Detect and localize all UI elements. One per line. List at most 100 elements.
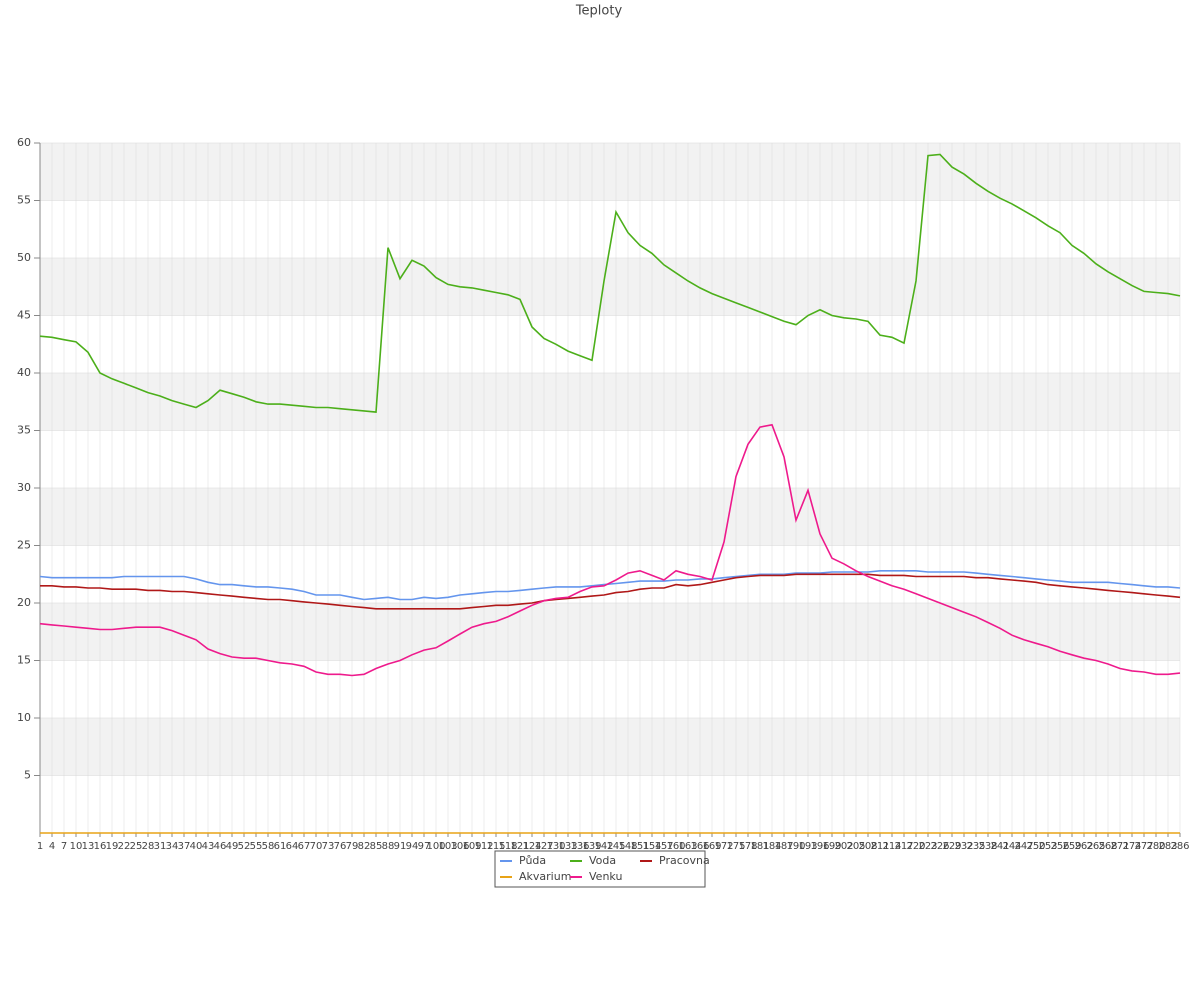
x-tick-label: 16 <box>94 841 107 852</box>
x-tick-label: 136 <box>570 841 589 852</box>
x-tick-label: 49 <box>226 841 239 852</box>
series-line <box>40 573 1181 610</box>
x-tick-label: 160 <box>666 841 685 852</box>
grid-band <box>40 373 1180 431</box>
x-tick-label: 208 <box>858 841 877 852</box>
y-tick-label: 55 <box>17 194 31 207</box>
x-tick-label: 142 <box>594 841 613 852</box>
x-tick-label: 28 <box>142 841 155 852</box>
y-tick-label: 15 <box>17 654 31 667</box>
x-tick-label: 94 <box>406 841 419 852</box>
x-tick-label: 4 <box>49 841 55 852</box>
y-tick-label: 10 <box>17 711 31 724</box>
x-tick-label: 115 <box>486 841 505 852</box>
x-tick-label: 100 <box>426 841 445 852</box>
x-tick-label: 286 <box>1170 841 1189 852</box>
x-tick-label: 139 <box>582 841 601 852</box>
x-tick-label: 118 <box>498 841 517 852</box>
x-tick-label: 190 <box>786 841 805 852</box>
y-tick-label: 20 <box>17 596 31 609</box>
x-tick-label: 172 <box>714 841 733 852</box>
x-tick-label: 79 <box>346 841 359 852</box>
legend-label: Akvarium <box>519 870 571 883</box>
x-tick-label: 52 <box>238 841 251 852</box>
y-tick-label: 30 <box>17 481 31 494</box>
x-tick-label: 265 <box>1086 841 1105 852</box>
x-tick-label: 175 <box>726 841 745 852</box>
series-line <box>39 153 1181 413</box>
series-line <box>39 423 1181 677</box>
x-tick-label: 130 <box>546 841 565 852</box>
x-tick-label: 13 <box>82 841 95 852</box>
grid-band <box>40 603 1180 661</box>
legend-label: Venku <box>589 870 622 883</box>
x-tick-label: 103 <box>438 841 457 852</box>
x-tick-label: 214 <box>882 841 901 852</box>
x-tick-label: 46 <box>214 841 227 852</box>
series-line <box>39 570 1181 601</box>
x-tick-label: 226 <box>930 841 949 852</box>
x-tick-label: 178 <box>738 841 757 852</box>
x-tick-label: 163 <box>678 841 697 852</box>
x-tick-label: 232 <box>954 841 973 852</box>
x-tick-label: 76 <box>334 841 347 852</box>
x-tick-label: 271 <box>1110 841 1129 852</box>
x-tick-label: 34 <box>166 841 179 852</box>
x-tick-label: 25 <box>130 841 143 852</box>
x-tick-label: 67 <box>298 841 311 852</box>
x-tick-label: 97 <box>418 841 431 852</box>
x-tick-label: 280 <box>1146 841 1165 852</box>
x-tick-label: 220 <box>906 841 925 852</box>
x-tick-label: 193 <box>798 841 817 852</box>
x-tick-label: 283 <box>1158 841 1177 852</box>
x-tick-label: 82 <box>358 841 371 852</box>
x-tick-label: 109 <box>462 841 481 852</box>
x-tick-label: 145 <box>606 841 625 852</box>
x-tick-label: 64 <box>286 841 299 852</box>
y-tick-label: 60 <box>17 136 31 149</box>
x-tick-label: 253 <box>1038 841 1057 852</box>
legend-label: Půda <box>519 854 546 867</box>
x-tick-label: 199 <box>822 841 841 852</box>
x-tick-label: 217 <box>894 841 913 852</box>
x-tick-label: 157 <box>654 841 673 852</box>
y-tick-label: 45 <box>17 309 31 322</box>
legend-box <box>494 850 706 888</box>
y-tick-label: 40 <box>17 366 31 379</box>
x-tick-label: 85 <box>370 841 383 852</box>
x-tick-label: 211 <box>870 841 889 852</box>
x-tick-label: 106 <box>450 841 469 852</box>
x-tick-label: 187 <box>774 841 793 852</box>
x-tick-label: 229 <box>942 841 961 852</box>
x-tick-label: 58 <box>262 841 275 852</box>
x-tick-label: 151 <box>630 841 649 852</box>
grid-band <box>40 258 1180 316</box>
x-tick-label: 19 <box>106 841 119 852</box>
y-tick-label: 5 <box>24 769 31 782</box>
x-tick-label: 37 <box>178 841 191 852</box>
x-tick-label: 250 <box>1026 841 1045 852</box>
x-tick-label: 43 <box>202 841 215 852</box>
x-tick-label: 73 <box>322 841 335 852</box>
x-tick-label: 184 <box>762 841 781 852</box>
x-tick-label: 154 <box>642 841 661 852</box>
x-tick-label: 148 <box>618 841 637 852</box>
x-tick-label: 241 <box>990 841 1009 852</box>
x-tick-label: 268 <box>1098 841 1117 852</box>
x-tick-label: 40 <box>190 841 203 852</box>
x-tick-label: 166 <box>690 841 709 852</box>
x-tick-label: 112 <box>474 841 493 852</box>
grid-band <box>40 718 1180 776</box>
x-tick-label: 223 <box>918 841 937 852</box>
x-tick-label: 127 <box>534 841 553 852</box>
x-tick-label: 259 <box>1062 841 1081 852</box>
x-tick-label: 235 <box>966 841 985 852</box>
legend-label: Pracovna <box>659 854 710 867</box>
y-tick-label: 35 <box>17 424 31 437</box>
x-tick-label: 205 <box>846 841 865 852</box>
x-tick-label: 277 <box>1134 841 1153 852</box>
x-tick-label: 88 <box>382 841 395 852</box>
y-tick-label: 25 <box>17 539 31 552</box>
x-tick-label: 7 <box>61 841 67 852</box>
